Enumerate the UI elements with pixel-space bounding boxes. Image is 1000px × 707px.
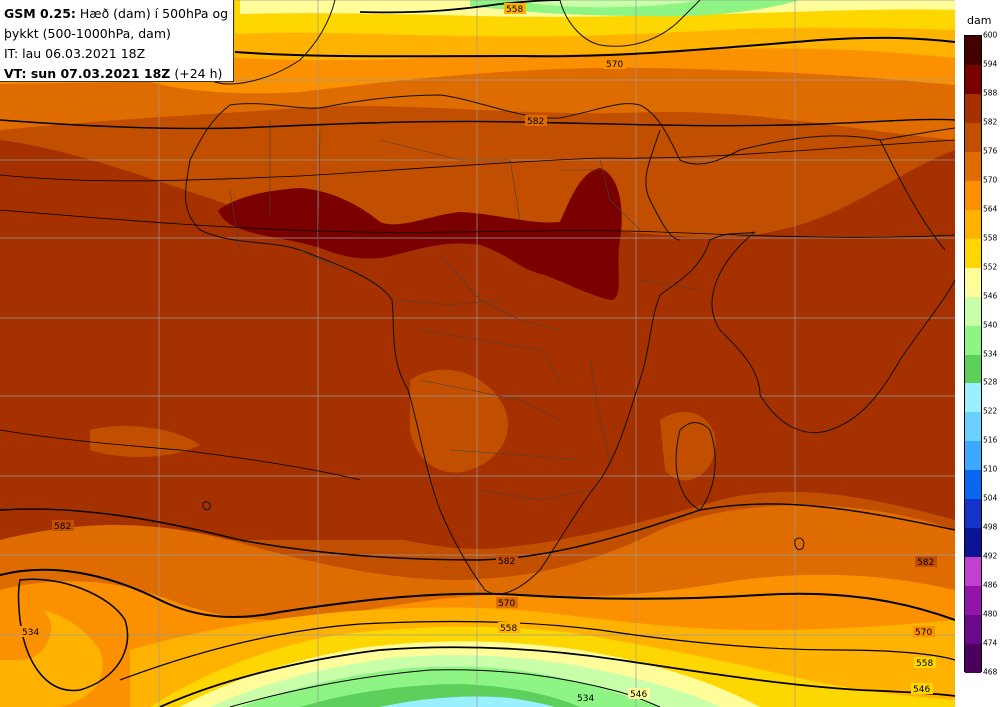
field-522-south (380, 696, 555, 707)
contour-label-582-east: 582 (917, 558, 934, 568)
color-bar-segment (965, 93, 981, 124)
legend-tick-label: 552 (983, 262, 998, 272)
color-bar-segment (965, 499, 981, 529)
color-bar-segment (965, 441, 981, 471)
coastlines (185, 0, 955, 595)
color-bar-segment (965, 528, 981, 558)
color-bar-segment (965, 180, 981, 211)
legend-tick-label: 576 (983, 146, 998, 156)
color-bar-segment (965, 412, 981, 442)
weather-map[interactable]: 558 570 582 582 582 582 570 570 558 558 … (0, 0, 955, 707)
color-bar-segment (965, 383, 981, 413)
color-bar-segment (965, 296, 981, 327)
contour-label-582-west: 582 (54, 522, 71, 532)
color-bar-segment (965, 325, 981, 355)
color-bar-segment (965, 267, 981, 298)
contour-label-570-south: 570 (498, 599, 515, 609)
contour-label-570-east: 570 (915, 628, 932, 638)
legend-tick-label: 528 (983, 377, 998, 387)
color-bar-segment (965, 209, 981, 240)
legend-tick-label: 546 (983, 291, 998, 301)
color-bar (964, 35, 982, 674)
legend-tick-label: 498 (983, 522, 998, 532)
contour-label-558-south: 558 (500, 624, 517, 634)
field-576-patch1 (410, 369, 509, 473)
description-line2: þykkt (500-1000hPa, dam) (4, 26, 171, 41)
legend-tick-label: 582 (983, 117, 998, 127)
legend-tick-label: 468 (983, 667, 998, 677)
legend-tick-label: 588 (983, 88, 998, 98)
color-bar-segment (965, 36, 981, 66)
contour-label-558-top: 558 (506, 5, 523, 15)
color-bar-segment (965, 64, 981, 95)
color-bar-segment (965, 151, 981, 182)
legend-tick-label: 594 (983, 59, 998, 69)
lat-lon-grid (0, 0, 955, 707)
legend-tick-label: 570 (983, 175, 998, 185)
field-576-patch2 (660, 411, 716, 481)
contour-label-546-south: 546 (630, 690, 647, 700)
model-name: GSM 0.25: (4, 6, 76, 21)
color-legend: dam 600 594 588 582 576 570 564 558 552 546 540 534… (955, 0, 1000, 707)
legend-unit-label: dam (967, 14, 992, 27)
legend-tick-label: 486 (983, 580, 998, 590)
legend-tick-label: 474 (983, 638, 998, 648)
map-info-box: GSM 0.25: Hæð (dam) í 500hPa og þykkt (5… (0, 0, 234, 82)
contour-label-570-top: 570 (606, 60, 623, 70)
initial-time: IT: lau 06.03.2021 18Z (4, 46, 146, 61)
forecast-offset: (+24 h) (174, 66, 223, 81)
contour-label-534-south: 534 (577, 694, 594, 704)
legend-tick-label: 510 (983, 464, 998, 474)
contour-labels: 558 570 582 582 582 582 570 570 558 558 … (20, 3, 937, 704)
color-bar-segment (965, 586, 981, 616)
field-570-nw (0, 82, 150, 130)
field-540-north (520, 0, 700, 8)
color-bar-segment (965, 238, 981, 269)
description-line1: Hæð (dam) í 500hPa og (79, 6, 229, 21)
legend-tick-label: 480 (983, 609, 998, 619)
legend-tick-label: 504 (983, 493, 998, 503)
legend-tick-label: 516 (983, 435, 998, 445)
contour-label-546-east: 546 (913, 685, 930, 695)
valid-time: VT: sun 07.03.2021 18Z (4, 66, 171, 81)
contour-label-582-north: 582 (527, 117, 544, 127)
legend-tick-label: 492 (983, 551, 998, 561)
legend-tick-label: 600 (983, 30, 998, 40)
legend-tick-label: 540 (983, 320, 998, 330)
color-bar-segment (965, 615, 981, 645)
color-bar-segment (965, 557, 981, 587)
legend-tick-label: 558 (983, 233, 998, 243)
contour-label-558-east: 558 (916, 659, 933, 669)
color-bar-segment (965, 470, 981, 500)
contour-label-534-west: 534 (22, 628, 39, 638)
country-borders (229, 120, 701, 501)
title-line: GSM 0.25: Hæð (dam) í 500hPa og (4, 4, 233, 24)
legend-tick-label: 534 (983, 349, 998, 358)
valid-time-line: VT: sun 07.03.2021 18Z (+24 h) (4, 64, 233, 84)
contour-label-582-south: 582 (498, 557, 515, 567)
color-bar-segment (965, 122, 981, 153)
color-bar-segment (965, 644, 981, 674)
color-bar-segment (965, 354, 981, 384)
legend-tick-label: 522 (983, 406, 998, 416)
legend-tick-label: 564 (983, 204, 998, 214)
